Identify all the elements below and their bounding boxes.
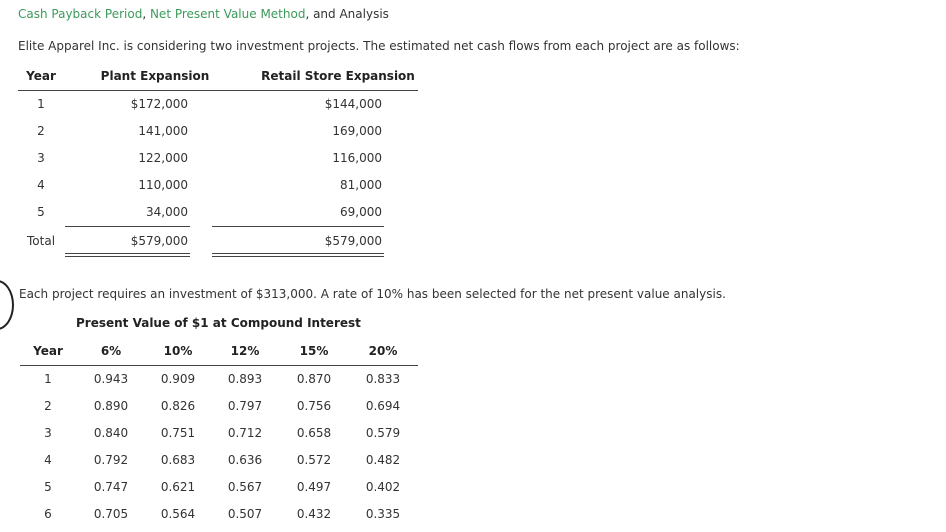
cf-row-plant: 141,000: [138, 124, 188, 138]
cf-header-rule: [18, 90, 418, 91]
cf-row-retail: 81,000: [340, 178, 382, 192]
pv-cell: 0.870: [296, 372, 332, 386]
cf-header-year: Year: [26, 69, 56, 83]
pv-cell: 0.833: [365, 372, 401, 386]
pv-cell: 0.694: [365, 399, 401, 413]
cf-row-year: 2: [37, 124, 45, 138]
cf-row-plant: 110,000: [138, 178, 188, 192]
title-link-npv-method[interactable]: Net Present Value Method: [149, 7, 306, 21]
cf-row-plant: $172,000: [130, 97, 188, 111]
pv-cell: 0.890: [93, 399, 129, 413]
pv-cell: 0.335: [365, 507, 401, 521]
pv-cell: 0.658: [296, 426, 332, 440]
pv-cell: 0.840: [93, 426, 129, 440]
cf-row-year: 3: [37, 151, 45, 165]
cf-row-retail: 169,000: [332, 124, 382, 138]
pv-row-year: 4: [44, 453, 52, 467]
pv-cell: 0.572: [296, 453, 332, 467]
pv-cell: 0.564: [160, 507, 196, 521]
cf-row-year: 4: [37, 178, 45, 192]
pv-cell: 0.567: [227, 480, 263, 494]
cf-header-retail: Retail Store Expansion: [261, 69, 415, 83]
pv-cell: 0.797: [227, 399, 263, 413]
pv-cell: 0.826: [160, 399, 196, 413]
title-separator: ,: [142, 7, 150, 21]
cf-row-year: 5: [37, 205, 45, 219]
title-suffix: , and Analysis: [305, 7, 389, 21]
cf-header-plant: Plant Expansion: [100, 69, 210, 83]
pv-cell: 0.497: [296, 480, 332, 494]
pv-cell: 0.402: [365, 480, 401, 494]
cf-row-year: 1: [37, 97, 45, 111]
pv-cell: 0.482: [365, 453, 401, 467]
pv-cell: 0.943: [93, 372, 129, 386]
pv-header-rate: 12%: [230, 344, 260, 358]
cf-row-plant: 122,000: [138, 151, 188, 165]
cf-row-retail: 116,000: [332, 151, 382, 165]
pv-cell: 0.751: [160, 426, 196, 440]
pv-header-rate: 6%: [100, 344, 122, 358]
pv-header-rate: 10%: [163, 344, 193, 358]
pv-cell: 0.747: [93, 480, 129, 494]
intro-text: Elite Apparel Inc. is considering two in…: [18, 39, 740, 53]
pv-header-rate: 20%: [368, 344, 398, 358]
cf-total-double-rule-retail: [212, 253, 384, 257]
pv-table-title: Present Value of $1 at Compound Interest: [76, 316, 361, 330]
page-title: Cash Payback Period, Net Present Value M…: [18, 7, 389, 21]
cf-subtotal-rule-plant: [65, 226, 190, 227]
cf-row-retail: $144,000: [324, 97, 382, 111]
cf-row-retail: 69,000: [340, 205, 382, 219]
cf-total-plant: $579,000: [130, 234, 188, 248]
left-edge-circle-icon: [0, 280, 14, 330]
pv-row-year: 6: [44, 507, 52, 521]
title-link-cash-payback[interactable]: Cash Payback Period: [18, 7, 143, 21]
cf-row-plant: 34,000: [146, 205, 188, 219]
pv-header-rate: 15%: [299, 344, 329, 358]
cf-total-double-rule-plant: [65, 253, 190, 257]
pv-cell: 0.683: [160, 453, 196, 467]
pv-cell: 0.507: [227, 507, 263, 521]
pv-cell: 0.621: [160, 480, 196, 494]
pv-cell: 0.756: [296, 399, 332, 413]
pv-cell: 0.705: [93, 507, 129, 521]
cf-subtotal-rule-retail: [212, 226, 384, 227]
pv-cell: 0.893: [227, 372, 263, 386]
pv-row-year: 1: [44, 372, 52, 386]
cf-total-retail: $579,000: [324, 234, 382, 248]
pv-cell: 0.636: [227, 453, 263, 467]
pv-cell: 0.579: [365, 426, 401, 440]
cf-total-label: Total: [27, 234, 56, 248]
pv-row-year: 3: [44, 426, 52, 440]
pv-header-year: Year: [33, 344, 63, 358]
investment-text: Each project requires an investment of $…: [19, 287, 726, 301]
pv-cell: 0.909: [160, 372, 196, 386]
pv-cell: 0.712: [227, 426, 263, 440]
pv-cell: 0.792: [93, 453, 129, 467]
pv-cell: 0.432: [296, 507, 332, 521]
pv-row-year: 2: [44, 399, 52, 413]
pv-header-rule: [20, 365, 418, 366]
pv-row-year: 5: [44, 480, 52, 494]
